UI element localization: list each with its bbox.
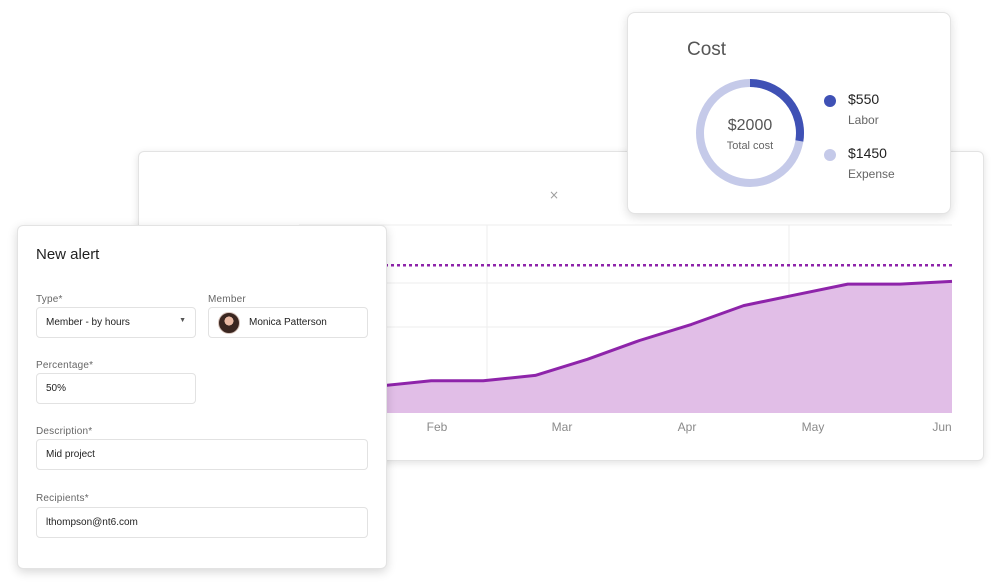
member-select-value: Monica Patterson (249, 317, 327, 328)
total-cost-value: $2000 (727, 117, 773, 134)
chevron-down-icon: ▼ (179, 317, 186, 324)
legend-amount-expense: $1450 (848, 145, 887, 161)
cost-donut-chart (696, 79, 804, 187)
cost-card: Cost $2000 Total cost $550 Labor $1450 E… (627, 12, 951, 214)
cost-title: Cost (687, 39, 727, 60)
description-label: Description* (36, 426, 93, 437)
legend-amount-labor: $550 (848, 91, 880, 107)
recipients-input[interactable]: lthompson@nt6.com (36, 507, 368, 538)
dialog-title: New alert (36, 246, 100, 263)
legend-dot-expense (824, 149, 836, 161)
new-alert-dialog: New alert Type* Member - by hours ▼ Memb… (17, 225, 387, 569)
recipients-label: Recipients* (36, 493, 89, 504)
legend-label-expense: Expense (848, 167, 895, 181)
member-label: Member (208, 294, 246, 305)
member-select[interactable]: Monica Patterson (208, 307, 368, 338)
percentage-input[interactable]: 50% (36, 373, 196, 404)
x-tick-label: Mar (552, 420, 573, 434)
description-input[interactable]: Mid project (36, 439, 368, 470)
percentage-input-value: 50% (46, 383, 67, 394)
progress-chart: Feb Mar Apr May Jun (299, 224, 953, 434)
x-tick-label: Apr (678, 420, 697, 434)
avatar (218, 311, 240, 334)
donut-segment-labor (696, 79, 804, 187)
legend-label-labor: Labor (848, 113, 879, 127)
x-tick-label: Feb (427, 420, 448, 434)
close-icon[interactable]: × (549, 188, 560, 202)
series-area (379, 281, 952, 413)
series-line (378, 279, 953, 388)
recipients-input-value: lthompson@nt6.com (46, 517, 138, 528)
description-input-value: Mid project (46, 449, 95, 460)
total-cost-label: Total cost (726, 140, 774, 152)
percentage-label: Percentage* (36, 360, 94, 371)
legend-dot-labor (824, 95, 836, 107)
x-tick-label: Jun (932, 420, 951, 434)
type-select-value: Member - by hours (46, 317, 130, 328)
x-tick-label: May (802, 420, 825, 434)
type-label: Type* (36, 294, 63, 305)
type-select[interactable]: Member - by hours ▼ (36, 307, 196, 338)
